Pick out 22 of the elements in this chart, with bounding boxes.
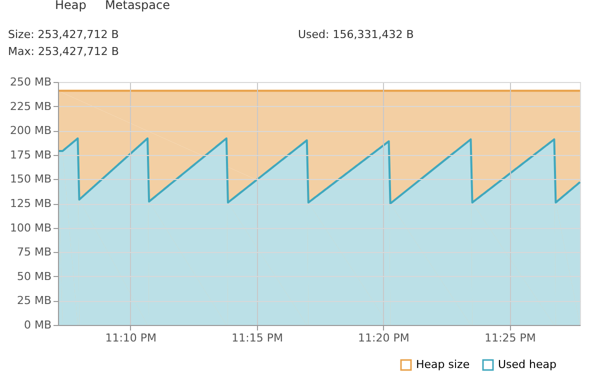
legend-label: Heap size xyxy=(416,358,470,371)
y-tick-label: 150 MB xyxy=(10,172,52,186)
y-tick-label: 175 MB xyxy=(10,148,52,162)
y-tick-label: 25 MB xyxy=(16,294,52,308)
y-tick-label: 100 MB xyxy=(10,221,52,234)
text: Max: 253,427,712 B xyxy=(8,45,119,58)
legend-label: Used heap xyxy=(498,358,557,371)
text: Used: 156,331,432 B xyxy=(298,28,414,41)
x-tick-label: 11:15 PM xyxy=(232,332,283,344)
y-tick-label: 75 MB xyxy=(16,246,52,259)
x-tick-label: 11:20 PM xyxy=(358,332,410,344)
y-tick-label: 50 MB xyxy=(16,270,52,283)
text: Metaspace xyxy=(105,0,170,12)
x-tick-label: 11:10 PM xyxy=(105,332,157,344)
x-tick-label: 11:25 PM xyxy=(484,332,536,344)
y-tick-label: 250 MB xyxy=(10,76,52,88)
y-tick-label: 125 MB xyxy=(10,197,52,210)
text: Heap xyxy=(55,0,86,12)
y-tick-label: 225 MB xyxy=(10,100,52,113)
y-tick-label: 0 MB xyxy=(24,318,52,332)
text: Size: 253,427,712 B xyxy=(8,28,119,41)
y-tick-label: 200 MB xyxy=(10,124,52,138)
